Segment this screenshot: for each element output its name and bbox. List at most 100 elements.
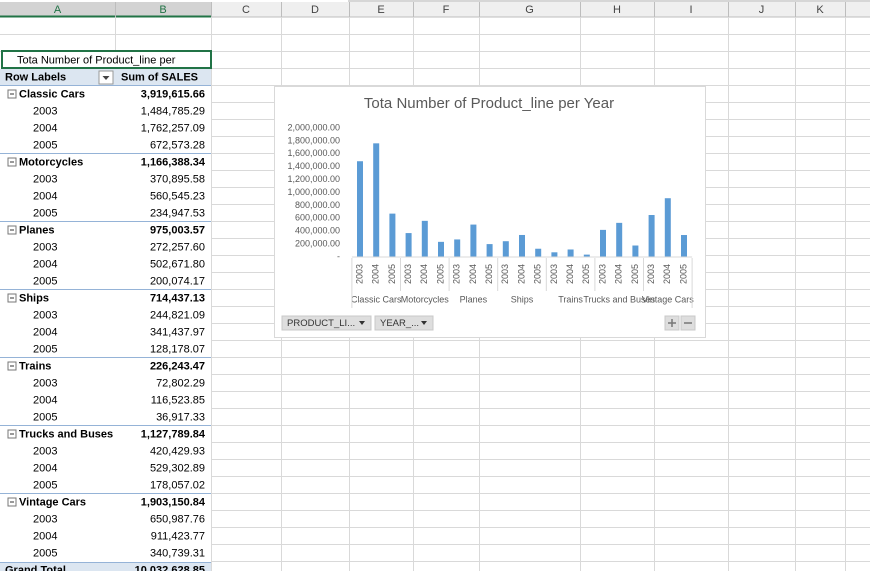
row-value: 1,762,257.09	[141, 122, 205, 134]
field-button-arrow	[421, 321, 427, 325]
row-label: 2004	[33, 530, 57, 542]
x-tick-label: 2003	[354, 264, 364, 284]
row-value: 341,437.97	[150, 326, 205, 338]
group-value: 3,919,615.66	[141, 88, 205, 100]
row-value: 1,484,785.29	[141, 105, 205, 117]
field-button-label: YEAR_...	[380, 318, 419, 329]
group-axis-label: Planes	[460, 294, 488, 304]
group-axis-label: Trucks and Buses	[583, 294, 655, 304]
row-value: 911,423.77	[151, 530, 205, 542]
bar	[681, 235, 687, 257]
row-value: 340,739.31	[150, 547, 205, 559]
row-value: 420,429.93	[150, 445, 205, 457]
column-header: D	[311, 4, 319, 16]
row-label: 2003	[33, 173, 57, 185]
bar	[389, 213, 396, 257]
x-tick-label: 2003	[403, 264, 413, 284]
y-tick-label: 2,000,000.00	[287, 122, 340, 132]
group-label: Trains	[19, 360, 51, 372]
x-tick-label: 2003	[549, 264, 559, 284]
group-value: 1,166,388.34	[141, 156, 206, 168]
x-tick-label: 2005	[581, 264, 591, 284]
x-tick-label: 2004	[371, 264, 381, 284]
bar	[535, 248, 542, 257]
row-value: 502,671.80	[150, 258, 205, 270]
y-tick-label: 1,400,000.00	[287, 161, 340, 171]
row-value: 36,917.33	[156, 411, 205, 423]
bar	[438, 241, 444, 257]
row-label: 2003	[33, 309, 57, 321]
row-label: 2004	[33, 462, 57, 474]
row-value: 200,074.17	[150, 275, 205, 287]
x-tick-label: 2003	[646, 264, 656, 284]
bar	[421, 220, 428, 257]
row-label: 2005	[33, 275, 57, 287]
row-value: 560,545.23	[150, 190, 205, 202]
group-value: 975,003.57	[150, 224, 205, 236]
group-axis-label: Classic Cars	[351, 294, 402, 304]
grand-total-label: Grand Total	[5, 564, 66, 571]
row-value: 244,821.09	[150, 309, 205, 321]
row-value: 650,987.76	[150, 513, 205, 525]
bar	[551, 252, 558, 257]
x-tick-label: 2005	[630, 264, 640, 284]
selected-cell	[1, 50, 212, 69]
row-value: 370,895.58	[150, 173, 205, 185]
row-label: 2005	[33, 139, 57, 151]
row-label: 2005	[33, 207, 57, 219]
x-tick-label: 2004	[419, 264, 429, 284]
bar	[664, 198, 671, 257]
column-header: C	[242, 4, 250, 16]
row-value: 116,523.85	[151, 394, 205, 406]
field-button[interactable]	[281, 315, 372, 331]
bar	[567, 249, 574, 257]
bar	[502, 241, 509, 257]
pivot-header: Sum of SALES	[121, 71, 198, 83]
x-tick-label: 2004	[662, 264, 672, 284]
x-tick-label: 2003	[597, 264, 607, 284]
row-label: 2004	[33, 122, 57, 134]
column-header-selected	[0, 2, 115, 17]
row-value: 72,802.29	[156, 377, 205, 389]
pivot-header: Row Labels	[5, 71, 66, 83]
column-header: J	[759, 4, 765, 16]
row-label: 2003	[33, 241, 57, 253]
row-value: 272,257.60	[150, 241, 205, 253]
row-label: 2003	[33, 445, 57, 457]
x-tick-label: 2005	[387, 264, 397, 284]
grand-total-value: 10,032,628.85	[135, 564, 205, 571]
chart-area	[274, 86, 706, 338]
bar	[583, 254, 590, 257]
x-tick-label: 2003	[452, 264, 462, 284]
row-label: 2005	[33, 479, 57, 491]
row-value: 529,302.89	[150, 462, 205, 474]
column-header: I	[689, 4, 692, 16]
row-label: 2003	[33, 513, 57, 525]
bar	[454, 239, 461, 257]
group-label: Vintage Cars	[19, 496, 86, 508]
chart-title: Tota Number of Product_line per Year	[364, 95, 614, 112]
row-value: 128,178.07	[150, 343, 205, 355]
bar	[648, 215, 655, 257]
group-value: 714,437.13	[150, 292, 205, 304]
column-header: E	[377, 4, 384, 16]
bar	[470, 224, 477, 257]
group-axis-label: Ships	[511, 294, 534, 304]
y-tick-label: 400,000.00	[295, 226, 340, 236]
grand-total-bg	[0, 562, 211, 571]
row-label: 2004	[33, 190, 57, 202]
row-label: 2004	[33, 394, 57, 406]
group-label: Motorcycles	[19, 156, 83, 168]
y-tick-label: 200,000.00	[295, 238, 340, 248]
row-label: 2003	[33, 105, 57, 117]
field-button[interactable]	[374, 315, 434, 331]
bar	[616, 222, 623, 257]
bar	[486, 244, 493, 257]
bar	[373, 143, 380, 257]
column-header-selected	[115, 2, 211, 17]
bar	[357, 161, 363, 257]
row-label: 2005	[33, 547, 57, 559]
column-header-bar	[0, 2, 870, 17]
